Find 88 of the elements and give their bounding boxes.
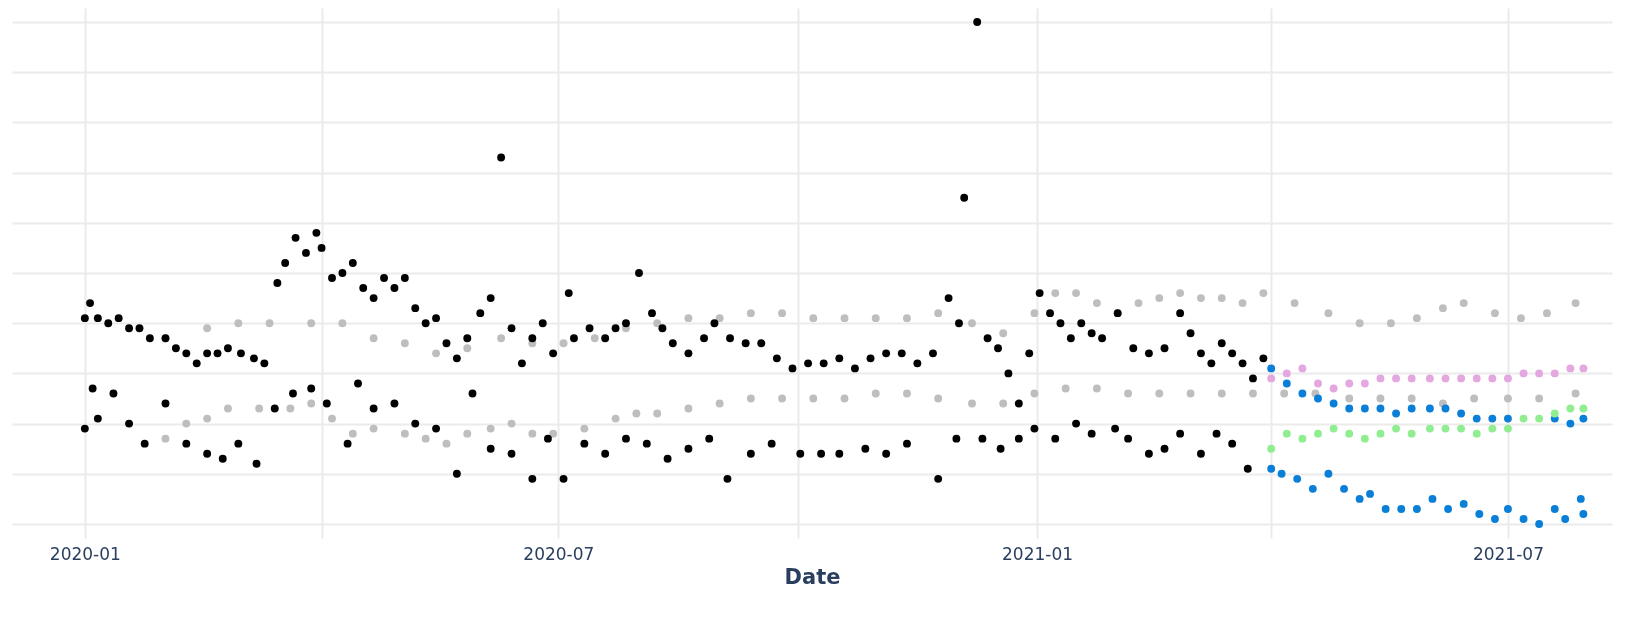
point: [1267, 364, 1276, 373]
point: [1504, 414, 1512, 423]
x-axis-title: Date: [784, 564, 841, 589]
point: [1475, 510, 1484, 518]
point: [1282, 379, 1291, 388]
x-tick-label: 2021-07: [1472, 543, 1544, 564]
point: [1329, 399, 1338, 408]
point: [1376, 374, 1385, 383]
point: [1267, 374, 1276, 383]
point: [1576, 494, 1585, 503]
point: [1407, 404, 1416, 413]
point: [1457, 409, 1466, 418]
point: [1298, 364, 1307, 373]
point: [1488, 374, 1497, 383]
point: [1282, 369, 1291, 378]
point: [1360, 434, 1369, 443]
point: [1566, 364, 1575, 373]
point: [1550, 369, 1559, 378]
point: [1392, 409, 1400, 418]
point: [1267, 464, 1276, 473]
point: [1535, 414, 1544, 423]
point: [1488, 424, 1497, 433]
point: [1535, 520, 1544, 528]
point: [1360, 404, 1369, 413]
point: [1519, 414, 1528, 423]
point: [1472, 429, 1481, 438]
point: [1329, 384, 1338, 393]
point: [1490, 515, 1499, 523]
point: [1407, 374, 1416, 383]
point: [1425, 424, 1434, 433]
point: [1340, 484, 1348, 493]
point: [1550, 505, 1559, 513]
point: [1407, 429, 1416, 438]
point: [1566, 404, 1575, 413]
point: [1579, 414, 1588, 423]
point: [1444, 505, 1453, 513]
point: [1314, 429, 1322, 438]
point: [1366, 489, 1374, 498]
point: [1345, 404, 1354, 413]
point: [1376, 429, 1385, 438]
point: [1579, 364, 1588, 373]
point: [1329, 424, 1338, 433]
point: [1504, 374, 1512, 383]
point: [1566, 419, 1575, 428]
point: [1457, 374, 1466, 383]
point: [1360, 379, 1369, 388]
point: [1504, 424, 1512, 433]
x-tick-label: 2020-01: [49, 543, 121, 564]
point: [1550, 409, 1559, 418]
point: [1459, 499, 1468, 508]
point: [1425, 374, 1434, 383]
point: [1314, 379, 1322, 388]
point: [1277, 469, 1286, 478]
point: [1488, 414, 1497, 423]
point: [1392, 424, 1400, 433]
point: [1472, 414, 1481, 423]
point: [1308, 484, 1317, 493]
point: [1355, 494, 1364, 503]
x-tick-label: 2020-07: [523, 543, 595, 564]
point: [1441, 374, 1450, 383]
point: [1561, 515, 1570, 523]
point: [1324, 469, 1333, 478]
point: [1425, 404, 1434, 413]
point: [1397, 505, 1406, 513]
point: [1298, 389, 1307, 398]
point: [1381, 505, 1390, 513]
point: [1282, 429, 1291, 438]
point: [1314, 394, 1322, 403]
point: [1298, 434, 1307, 443]
point: [1441, 424, 1450, 433]
point: [1579, 510, 1588, 518]
point: [1519, 515, 1528, 523]
x-tick-label: 2021-01: [1002, 543, 1074, 564]
point: [1293, 474, 1302, 483]
point: [1392, 374, 1400, 383]
point: [1535, 369, 1544, 378]
point: [1457, 424, 1466, 433]
point: [1441, 404, 1450, 413]
point: [1504, 505, 1512, 513]
point: [1472, 374, 1481, 383]
point: [1376, 404, 1385, 413]
point: [1579, 404, 1588, 413]
point: [1345, 379, 1354, 388]
point: [1428, 494, 1437, 503]
point: [1519, 369, 1528, 378]
point: [1412, 505, 1421, 513]
point: [1267, 444, 1276, 453]
point: [1345, 429, 1354, 438]
